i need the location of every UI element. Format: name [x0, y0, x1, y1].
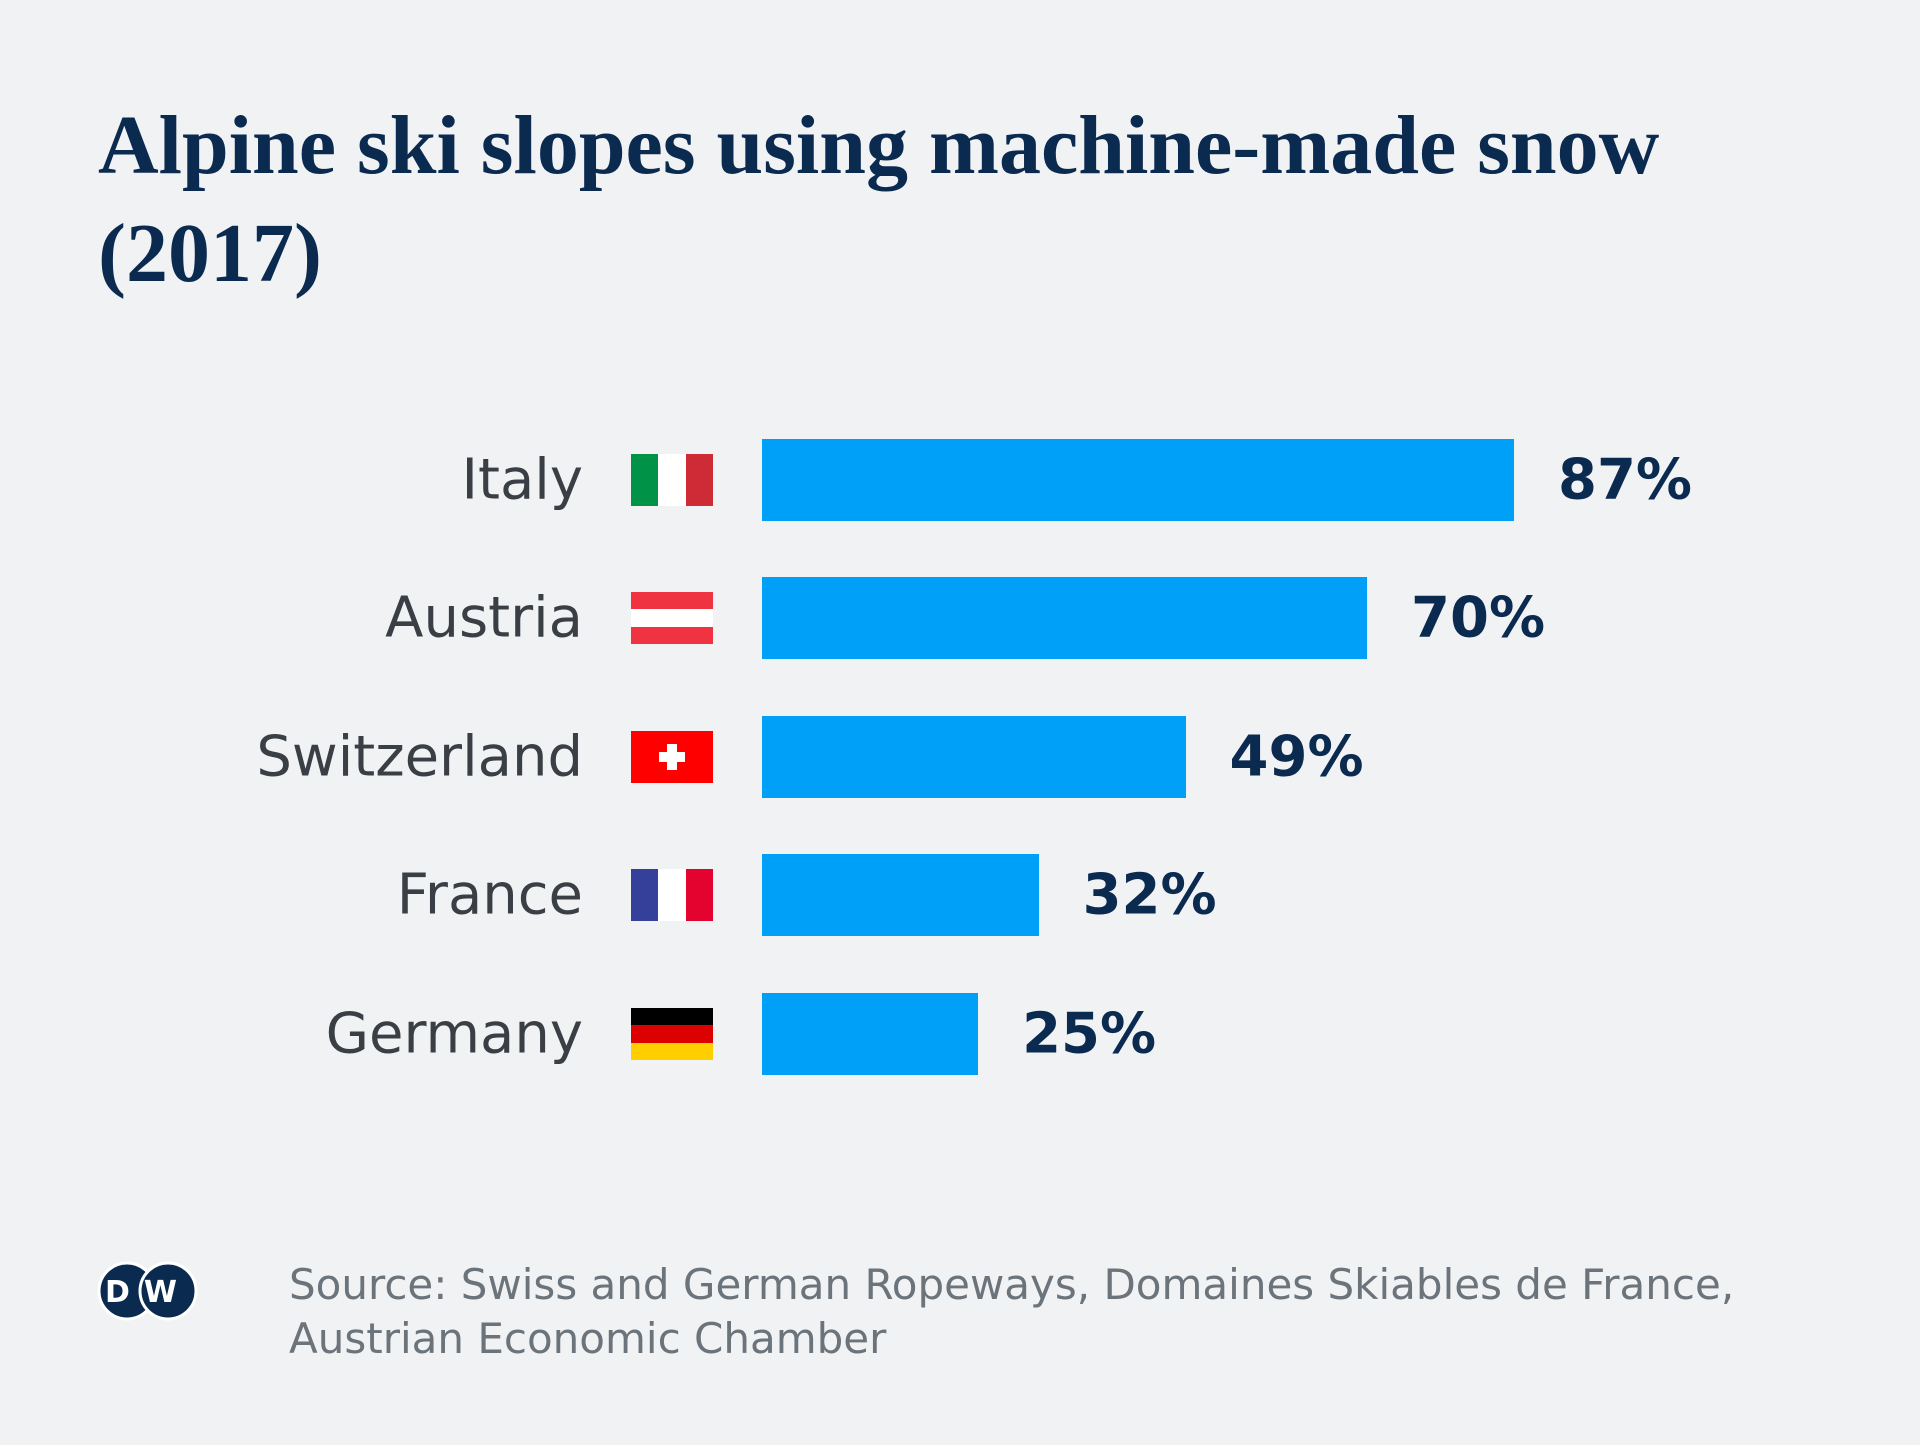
data-label: 32%: [1082, 862, 1217, 928]
y-tick-label: Germany: [325, 1001, 583, 1067]
flag-icon: [631, 592, 713, 645]
data-label: 25%: [1022, 1001, 1157, 1067]
y-tick-label: Switzerland: [256, 724, 583, 790]
bar: [762, 439, 1514, 521]
flag-icon: [631, 1007, 713, 1060]
bar: [762, 992, 979, 1075]
flag-icon: [631, 869, 713, 922]
y-tick-label: Italy: [461, 447, 584, 513]
data-label: 49%: [1229, 724, 1364, 790]
chart-title: Alpine ski slopes using machine-made sno…: [98, 99, 1660, 300]
data-label: 87%: [1558, 447, 1693, 513]
logo: DW: [97, 1261, 198, 1321]
data-label: 70%: [1411, 585, 1546, 651]
y-tick-label: Austria: [385, 585, 583, 651]
bar: [762, 715, 1186, 798]
bar: [762, 854, 1039, 937]
source-note: Source: Swiss and German Ropeways, Domai…: [289, 1260, 1735, 1363]
flag-icon: [631, 454, 713, 506]
y-tick-label: France: [396, 862, 583, 928]
flag-icon: [631, 730, 713, 783]
bar: [762, 577, 1368, 660]
logo-text: DW: [105, 1275, 191, 1310]
